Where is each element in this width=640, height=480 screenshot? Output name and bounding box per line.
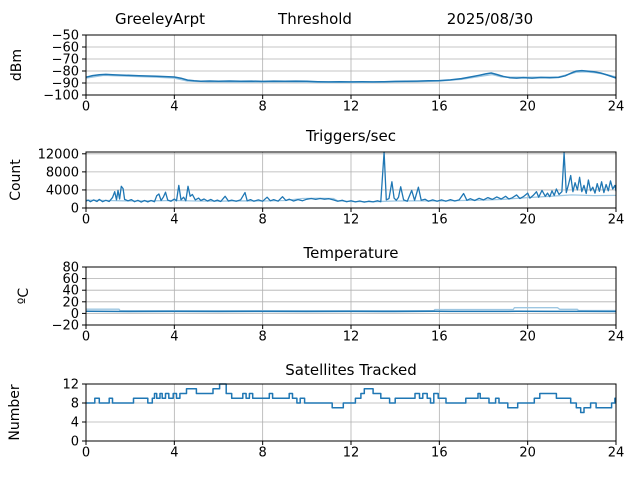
- y-tick-label: 12: [62, 378, 79, 393]
- y-tick-label: 0: [71, 307, 79, 322]
- y-tick-label: 4000: [46, 183, 79, 198]
- subplot-threshold-dbm: 0 4 8 12 16 20 24 −50−60−70−80−90−100 dBm Greeley…: [9, 10, 624, 115]
- y-tick-label: −60: [52, 41, 79, 56]
- y-tick-label: 40: [62, 284, 79, 299]
- y-axis-label: dBm: [9, 49, 25, 81]
- x-tick-label: 8: [259, 446, 267, 461]
- y-tick-label: −70: [52, 53, 79, 68]
- x-tick-label: 12: [343, 446, 360, 461]
- y-tick-label: 12000: [38, 147, 79, 162]
- x-tick-label: 16: [431, 100, 448, 115]
- x-tick-label: 0: [82, 213, 90, 228]
- x-tick-label: 24: [608, 446, 625, 461]
- x-tick-label: 4: [170, 100, 178, 115]
- x-tick-label: 20: [519, 100, 536, 115]
- y-tick-label: −100: [43, 89, 79, 104]
- x-tick-label: 24: [608, 330, 625, 345]
- y-tick-label: 8000: [46, 165, 79, 180]
- chart-title-right: 2025/08/30: [447, 10, 533, 28]
- x-tick-label: 0: [82, 446, 90, 461]
- y-tick-label: −90: [52, 77, 79, 92]
- x-tick-label: 12: [343, 330, 360, 345]
- y-axis-label: Number: [7, 384, 23, 440]
- x-tick-label: 4: [170, 446, 178, 461]
- subplot-triggers: 0 4 8 12 16 20 2404000800012000CountTriggers/s…: [8, 127, 624, 228]
- y-axis-label: Count: [8, 159, 24, 201]
- y-tick-label: 0: [71, 435, 79, 450]
- x-tick-label: 24: [608, 100, 625, 115]
- chart-title-center: Temperature: [302, 244, 398, 262]
- y-tick-label: 4: [71, 416, 79, 431]
- y-tick-label: 0: [71, 202, 79, 217]
- series-noise-floor: [85, 69, 617, 83]
- series-triggers-per-sec: [85, 151, 617, 203]
- x-tick-label: 20: [519, 213, 536, 228]
- y-tick-label: −80: [52, 65, 79, 80]
- x-tick-label: 16: [431, 330, 448, 345]
- y-tick-label: 20: [62, 295, 79, 310]
- x-tick-label: 4: [170, 213, 178, 228]
- x-tick-label: 16: [431, 446, 448, 461]
- x-tick-label: 24: [608, 213, 625, 228]
- x-tick-label: 8: [259, 213, 267, 228]
- y-tick-label: 8: [71, 397, 79, 412]
- y-tick-label: 80: [62, 261, 79, 276]
- chart-title-left: GreeleyArpt: [115, 10, 205, 28]
- y-axis-label: ºC: [16, 288, 32, 305]
- x-tick-label: 20: [519, 446, 536, 461]
- y-tick-label: 60: [62, 272, 79, 287]
- series-temperature-secondary: [86, 307, 616, 312]
- x-tick-label: 12: [343, 213, 360, 228]
- x-tick-label: 8: [259, 330, 267, 345]
- x-tick-label: 4: [170, 330, 178, 345]
- chart-title-center: Triggers/sec: [305, 127, 396, 145]
- y-tick-label: −20: [52, 319, 79, 334]
- chart-title-center: Satellites Tracked: [285, 361, 416, 379]
- series-satellites-tracked: [86, 383, 616, 414]
- x-tick-label: 0: [82, 100, 90, 115]
- y-tick-label: −50: [52, 29, 79, 44]
- x-tick-label: 16: [431, 213, 448, 228]
- chart-title-center: Threshold: [277, 10, 352, 28]
- x-tick-label: 8: [259, 100, 267, 115]
- x-tick-label: 12: [343, 100, 360, 115]
- x-tick-label: 20: [519, 330, 536, 345]
- x-tick-label: 0: [82, 330, 90, 345]
